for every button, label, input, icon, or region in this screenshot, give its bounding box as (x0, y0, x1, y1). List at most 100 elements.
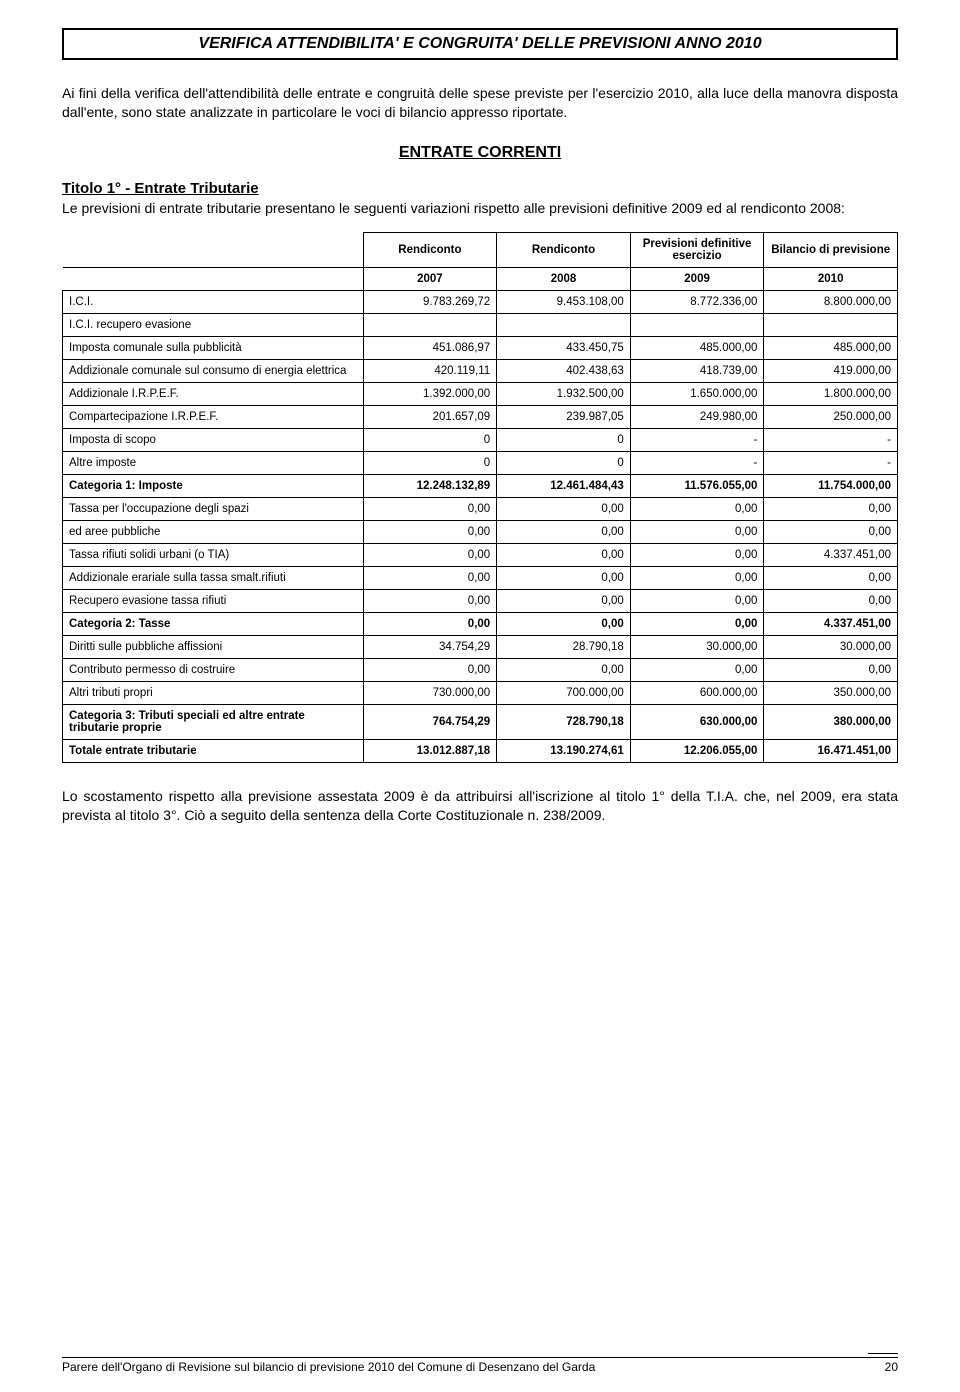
section-heading: ENTRATE CORRENTI (62, 144, 898, 162)
row-value: 239.987,05 (497, 405, 631, 428)
row-value: 250.000,00 (764, 405, 898, 428)
row-label: Categoria 1: Imposte (63, 474, 364, 497)
row-value: 0,00 (497, 520, 631, 543)
row-value (630, 313, 764, 336)
table-row: Imposta comunale sulla pubblicità451.086… (63, 336, 898, 359)
row-label: Imposta di scopo (63, 428, 364, 451)
row-value: 0,00 (630, 497, 764, 520)
row-value: 0,00 (764, 589, 898, 612)
row-value: 4.337.451,00 (764, 543, 898, 566)
header-col-4: Bilancio di previsione (764, 232, 898, 267)
row-label: Categoria 3: Tributi speciali ed altre e… (63, 704, 364, 739)
header-row-1: Rendiconto Rendiconto Previsioni definit… (63, 232, 898, 267)
row-label: Altri tributi propri (63, 681, 364, 704)
row-value (363, 313, 497, 336)
row-value: 0,00 (630, 543, 764, 566)
row-value: 700.000,00 (497, 681, 631, 704)
table-body: I.C.I.9.783.269,729.453.108,008.772.336,… (63, 290, 898, 762)
row-label: Addizionale comunale sul consumo di ener… (63, 359, 364, 382)
table-row: I.C.I.9.783.269,729.453.108,008.772.336,… (63, 290, 898, 313)
entrate-table: Rendiconto Rendiconto Previsioni definit… (62, 232, 898, 763)
row-value: 11.576.055,00 (630, 474, 764, 497)
row-value: 764.754,29 (363, 704, 497, 739)
table-row: Categoria 1: Imposte12.248.132,8912.461.… (63, 474, 898, 497)
page-title-box: VERIFICA ATTENDIBILITA' E CONGRUITA' DEL… (62, 28, 898, 60)
row-value: 485.000,00 (764, 336, 898, 359)
page-footer: Parere dell'Organo di Revisione sul bila… (62, 1357, 898, 1374)
row-value: 630.000,00 (630, 704, 764, 739)
header-col-1: Rendiconto (363, 232, 497, 267)
row-value: 420.119,11 (363, 359, 497, 382)
row-label: I.C.I. (63, 290, 364, 313)
table-row: Categoria 2: Tasse0,000,000,004.337.451,… (63, 612, 898, 635)
row-value: 249.980,00 (630, 405, 764, 428)
footer-text: Parere dell'Organo di Revisione sul bila… (62, 1360, 595, 1374)
row-label: Imposta comunale sulla pubblicità (63, 336, 364, 359)
row-label: Tassa per l'occupazione degli spazi (63, 497, 364, 520)
row-value: 730.000,00 (363, 681, 497, 704)
table-row: Compartecipazione I.R.P.E.F.201.657,0923… (63, 405, 898, 428)
row-value: 0,00 (363, 497, 497, 520)
table-row: I.C.I. recupero evasione (63, 313, 898, 336)
row-value: 485.000,00 (630, 336, 764, 359)
table-row: Categoria 3: Tributi speciali ed altre e… (63, 704, 898, 739)
row-value: 1.392.000,00 (363, 382, 497, 405)
row-label: Totale entrate tributarie (63, 739, 364, 762)
row-value: 433.450,75 (497, 336, 631, 359)
row-label: Altre imposte (63, 451, 364, 474)
header-year-1: 2007 (363, 267, 497, 290)
table-row: Addizionale comunale sul consumo di ener… (63, 359, 898, 382)
table-row: Addizionale I.R.P.E.F.1.392.000,001.932.… (63, 382, 898, 405)
row-value: 13.190.274,61 (497, 739, 631, 762)
row-value: 0,00 (630, 520, 764, 543)
row-value: - (630, 428, 764, 451)
row-value: 0,00 (764, 658, 898, 681)
row-value: 0,00 (764, 520, 898, 543)
table-row: Altre imposte00-- (63, 451, 898, 474)
table-row: Contributo permesso di costruire0,000,00… (63, 658, 898, 681)
table-header: Rendiconto Rendiconto Previsioni definit… (63, 232, 898, 290)
intro-paragraph: Ai fini della verifica dell'attendibilit… (62, 84, 898, 122)
row-value: 451.086,97 (363, 336, 497, 359)
row-value: - (630, 451, 764, 474)
row-value: 0,00 (363, 543, 497, 566)
row-value: 12.461.484,43 (497, 474, 631, 497)
table-row: Tassa per l'occupazione degli spazi0,000… (63, 497, 898, 520)
row-value: 9.453.108,00 (497, 290, 631, 313)
header-year-2: 2008 (497, 267, 631, 290)
sub-heading: Titolo 1° - Entrate Tributarie (62, 180, 898, 197)
row-value: 1.932.500,00 (497, 382, 631, 405)
row-value: 11.754.000,00 (764, 474, 898, 497)
row-value: 0,00 (363, 520, 497, 543)
row-value: 1.800.000,00 (764, 382, 898, 405)
row-value: - (764, 428, 898, 451)
table-row: Recupero evasione tassa rifiuti0,000,000… (63, 589, 898, 612)
row-label: Recupero evasione tassa rifiuti (63, 589, 364, 612)
row-value: 0 (363, 428, 497, 451)
row-value: 0,00 (497, 589, 631, 612)
header-year-4: 2010 (764, 267, 898, 290)
row-value: 12.206.055,00 (630, 739, 764, 762)
row-value: 0,00 (363, 658, 497, 681)
table-row: Imposta di scopo00-- (63, 428, 898, 451)
row-value: 0,00 (363, 566, 497, 589)
row-label: Tassa rifiuti solidi urbani (o TIA) (63, 543, 364, 566)
row-value: 28.790,18 (497, 635, 631, 658)
row-value: 419.000,00 (764, 359, 898, 382)
row-value: 4.337.451,00 (764, 612, 898, 635)
header-year-3: 2009 (630, 267, 764, 290)
row-value: 0,00 (764, 566, 898, 589)
row-value: 0,00 (497, 497, 631, 520)
row-value: 30.000,00 (630, 635, 764, 658)
sub-text: Le previsioni di entrate tributarie pres… (62, 199, 898, 218)
row-value: 0,00 (363, 612, 497, 635)
footer-page-number: 20 (885, 1360, 898, 1374)
row-label: ed aree pubbliche (63, 520, 364, 543)
row-label: Contributo permesso di costruire (63, 658, 364, 681)
row-label: Addizionale I.R.P.E.F. (63, 382, 364, 405)
header-blank (63, 232, 364, 267)
closing-paragraph: Lo scostamento rispetto alla previsione … (62, 787, 898, 825)
row-value: 402.438,63 (497, 359, 631, 382)
row-value: 34.754,29 (363, 635, 497, 658)
table-row: Addizionale erariale sulla tassa smalt.r… (63, 566, 898, 589)
